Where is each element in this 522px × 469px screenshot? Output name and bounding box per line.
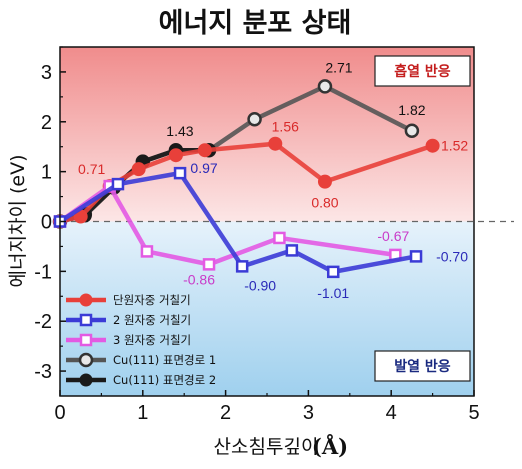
data-label: 1.56 bbox=[272, 119, 299, 135]
data-label: -0.90 bbox=[244, 277, 276, 293]
y-tick-label: -2 bbox=[34, 311, 52, 333]
data-point bbox=[197, 143, 212, 158]
endothermic-region-box bbox=[374, 55, 471, 87]
legend-item: 3 원자중 거칠기 bbox=[66, 333, 191, 347]
data-label: -1.01 bbox=[317, 285, 349, 301]
data-point bbox=[409, 250, 423, 263]
x-axis-label: 산소침투깊이 bbox=[214, 436, 319, 458]
legend-label: 2 원자중 거칠기 bbox=[113, 313, 191, 327]
x-tick-label: 0 bbox=[54, 402, 65, 424]
legend-marker bbox=[79, 333, 93, 347]
axes: 0 1 2 3 4 5 3 2 1 0 -1 -2 -3 bbox=[34, 46, 480, 424]
legend-label: 단원자중 거칠기 bbox=[113, 293, 191, 307]
data-label: 0.71 bbox=[78, 161, 105, 177]
exothermic-region-label: 발열 반응 bbox=[394, 358, 451, 375]
data-point bbox=[131, 162, 146, 177]
y-tick-label: 1 bbox=[41, 162, 52, 184]
legend-label: Cu(111) 표면경로 1 bbox=[113, 353, 216, 367]
legend-marker bbox=[79, 313, 93, 327]
data-point bbox=[140, 245, 154, 258]
x-tick-label: 5 bbox=[468, 402, 479, 424]
data-labels: 0.71 1.56 0.80 1.52 0.97 -0.90 -1.01 -0.70 -0.86… bbox=[78, 59, 468, 300]
legend-label: 3 원자중 거칠기 bbox=[113, 333, 191, 347]
data-point bbox=[326, 265, 340, 279]
legend-item: Cu(111) 표면경로 2 bbox=[66, 373, 216, 387]
data-point bbox=[273, 231, 286, 245]
legend-marker bbox=[79, 373, 93, 387]
data-point bbox=[111, 177, 125, 191]
legend-marker bbox=[79, 293, 93, 307]
data-point bbox=[247, 112, 262, 127]
series-layer bbox=[52, 79, 440, 279]
data-label: 2.71 bbox=[325, 59, 352, 75]
data-point bbox=[285, 244, 299, 257]
data-label: 1.52 bbox=[441, 138, 468, 154]
data-point bbox=[235, 260, 249, 273]
x-tick-label: 1 bbox=[137, 402, 148, 424]
y-tick-label: 3 bbox=[41, 62, 52, 84]
data-label: 0.80 bbox=[311, 195, 338, 211]
x-tick-label: 2 bbox=[220, 402, 231, 424]
data-label: -0.70 bbox=[436, 248, 468, 264]
data-label: 1.43 bbox=[166, 123, 193, 139]
endothermic-region-label: 흡열 반응 bbox=[394, 63, 451, 80]
data-point bbox=[168, 148, 183, 163]
data-label: -0.67 bbox=[377, 228, 409, 244]
legend-label: Cu(111) 표면경로 2 bbox=[113, 373, 216, 387]
y-tick-label: 0 bbox=[41, 212, 52, 234]
series-line bbox=[58, 183, 396, 267]
data-label: -0.86 bbox=[183, 271, 215, 287]
data-point bbox=[173, 166, 187, 180]
legend-marker bbox=[78, 352, 94, 368]
data-label: 0.97 bbox=[190, 160, 217, 176]
legend-item: 2 원자중 거칠기 bbox=[66, 313, 191, 327]
data-point bbox=[317, 174, 332, 189]
chart-title: 에너지 분포 상태 bbox=[159, 8, 352, 39]
y-tick-label: 2 bbox=[41, 112, 52, 134]
legend-item: 단원자중 거칠기 bbox=[66, 293, 191, 307]
data-point bbox=[202, 258, 216, 271]
exothermic-region-box bbox=[374, 350, 471, 382]
data-label: 1.82 bbox=[398, 102, 425, 118]
y-tick-label: -3 bbox=[34, 361, 52, 383]
data-point bbox=[268, 136, 283, 151]
x-axis-unit: (Å) bbox=[312, 434, 348, 459]
data-point bbox=[404, 123, 420, 139]
x-tick-label: 4 bbox=[386, 402, 397, 424]
legend: 단원자중 거칠기 2 원자중 거칠기 3 원자중 거칠기 Cu(111) 표면경로 1… bbox=[66, 293, 216, 387]
y-tick-label: -1 bbox=[34, 261, 52, 283]
y-axis-label: 에너지차이 (eV) bbox=[7, 155, 29, 288]
data-point bbox=[317, 79, 333, 94]
data-point bbox=[425, 138, 440, 153]
x-tick-label: 3 bbox=[303, 402, 314, 424]
legend-item: Cu(111) 표면경로 1 bbox=[66, 352, 216, 368]
